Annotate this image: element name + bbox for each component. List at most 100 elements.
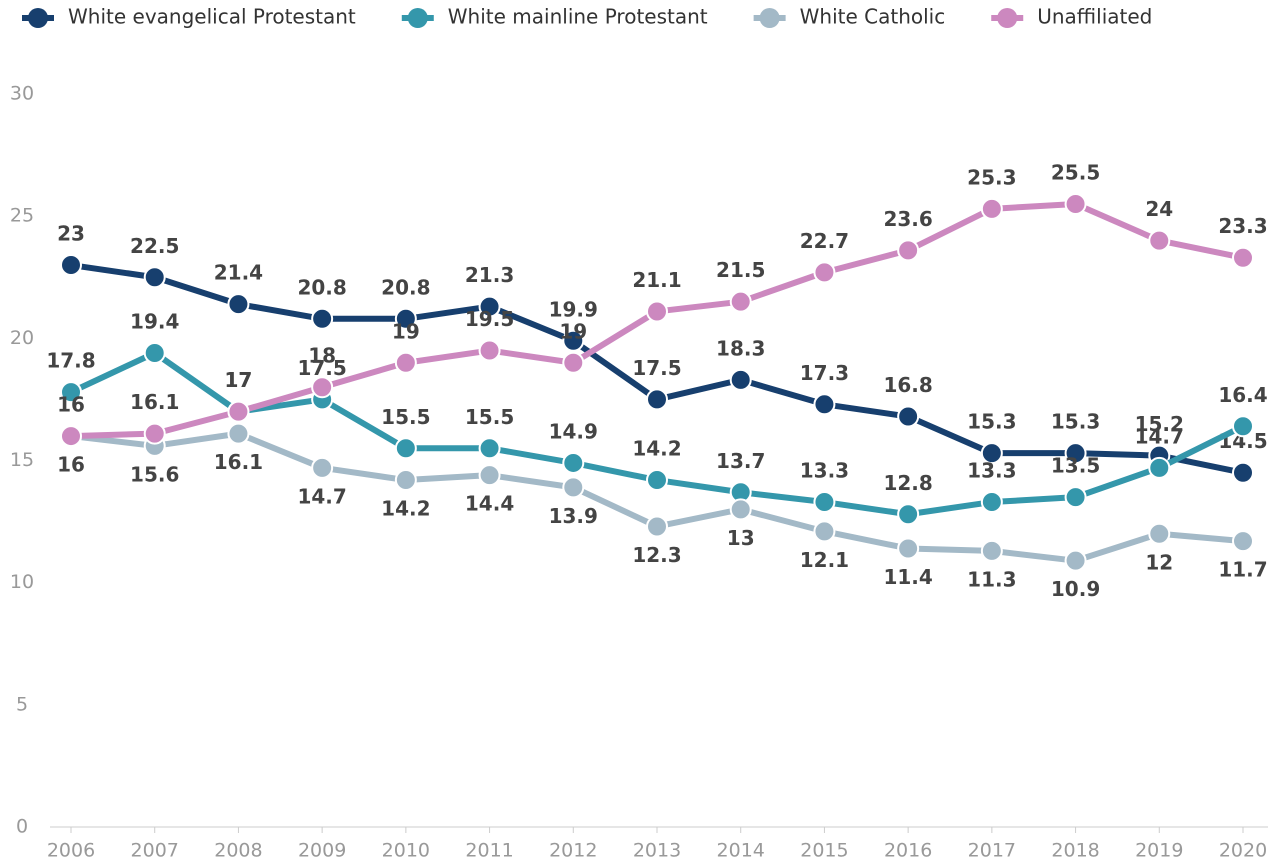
data-label: 12.1 xyxy=(800,548,849,572)
data-label: 15.5 xyxy=(465,405,514,429)
y-tick-label: 20 xyxy=(10,327,34,349)
point xyxy=(562,451,585,474)
point xyxy=(897,503,920,526)
point xyxy=(813,520,836,543)
x-tick-label: 2010 xyxy=(382,840,430,862)
y-tick-label: 15 xyxy=(10,449,34,471)
data-label: 17 xyxy=(225,368,253,392)
point xyxy=(980,442,1003,465)
data-label: 16.1 xyxy=(130,390,179,414)
data-label: 16 xyxy=(57,393,85,417)
data-label: 25.5 xyxy=(1051,160,1100,184)
legend-label: Unaffiliated xyxy=(1037,5,1152,29)
point xyxy=(1232,530,1254,553)
point xyxy=(478,437,501,460)
y-tick-label: 5 xyxy=(16,693,28,715)
legend-marker xyxy=(759,8,780,28)
data-label: 18.3 xyxy=(716,336,765,360)
x-tick-label: 2019 xyxy=(1135,840,1183,862)
point xyxy=(1232,415,1254,438)
data-label: 19 xyxy=(559,319,587,343)
data-label: 12 xyxy=(1145,550,1173,574)
point xyxy=(562,329,585,352)
data-label: 23.3 xyxy=(1218,214,1267,238)
point xyxy=(562,351,585,374)
point xyxy=(1064,486,1087,509)
data-label: 14.7 xyxy=(1135,424,1184,448)
data-label: 15.3 xyxy=(1051,410,1100,434)
point xyxy=(646,388,668,411)
point xyxy=(729,290,752,313)
point xyxy=(1064,192,1087,215)
point xyxy=(478,464,501,487)
data-label: 13.5 xyxy=(1051,454,1100,478)
point xyxy=(1064,442,1087,465)
data-label: 14.4 xyxy=(465,492,514,516)
point xyxy=(980,491,1003,514)
point xyxy=(813,261,836,284)
point xyxy=(60,254,82,277)
data-label: 20.8 xyxy=(381,275,430,299)
point xyxy=(646,469,668,492)
point xyxy=(1064,549,1087,572)
x-tick-label: 2011 xyxy=(465,840,513,862)
x-tick-label: 2020 xyxy=(1219,840,1267,862)
x-tick-label: 2017 xyxy=(968,840,1016,862)
data-label: 15.6 xyxy=(130,462,179,486)
data-label: 22.7 xyxy=(800,229,849,253)
y-tick-label: 10 xyxy=(10,571,34,593)
data-label: 14.2 xyxy=(381,497,430,521)
data-label: 16.1 xyxy=(214,450,263,474)
data-label: 22.5 xyxy=(130,234,179,258)
point xyxy=(1232,461,1254,484)
data-label: 14.7 xyxy=(297,484,346,508)
point xyxy=(394,437,417,460)
x-tick-label: 2006 xyxy=(47,840,95,862)
data-label: 13.9 xyxy=(549,504,598,528)
data-label: 19 xyxy=(392,319,420,343)
x-tick-label: 2008 xyxy=(214,840,262,862)
point xyxy=(143,266,166,289)
point xyxy=(1148,456,1171,479)
point xyxy=(897,537,920,560)
point xyxy=(729,368,752,391)
x-tick-label: 2018 xyxy=(1051,840,1099,862)
data-label: 23.6 xyxy=(883,207,932,231)
point xyxy=(980,197,1003,220)
data-label: 24 xyxy=(1145,197,1173,221)
data-label: 21.1 xyxy=(632,268,681,292)
point xyxy=(478,339,501,362)
point xyxy=(311,456,334,479)
point xyxy=(729,498,752,521)
point xyxy=(980,539,1003,562)
point xyxy=(1232,246,1254,269)
y-tick-label: 25 xyxy=(10,205,34,227)
data-label: 15.2 xyxy=(1135,412,1184,436)
data-label: 13.7 xyxy=(716,449,765,473)
legend-label: White evangelical Protestant xyxy=(68,5,356,29)
data-label: 17.8 xyxy=(46,349,95,373)
data-label: 12.3 xyxy=(632,543,681,567)
data-label: 11.7 xyxy=(1218,558,1267,582)
data-label: 13 xyxy=(727,526,755,550)
data-label: 16.4 xyxy=(1218,383,1267,407)
legend-marker xyxy=(407,8,428,28)
point xyxy=(394,469,417,492)
data-label: 13.3 xyxy=(967,459,1016,483)
data-label: 16.8 xyxy=(883,373,932,397)
point xyxy=(478,295,501,318)
x-tick-label: 2015 xyxy=(800,840,848,862)
point xyxy=(143,422,166,445)
data-label: 10.9 xyxy=(1051,577,1100,601)
data-label: 12.8 xyxy=(883,471,932,495)
data-label: 17.5 xyxy=(632,356,681,380)
point xyxy=(227,422,250,445)
legend-label: White mainline Protestant xyxy=(448,5,708,29)
data-label: 21.3 xyxy=(465,263,514,287)
y-tick-label: 0 xyxy=(16,816,28,838)
legend-marker xyxy=(997,8,1018,28)
data-label: 19.9 xyxy=(549,297,598,321)
data-label: 16 xyxy=(57,453,85,477)
point xyxy=(394,351,417,374)
data-label: 21.4 xyxy=(214,261,263,285)
